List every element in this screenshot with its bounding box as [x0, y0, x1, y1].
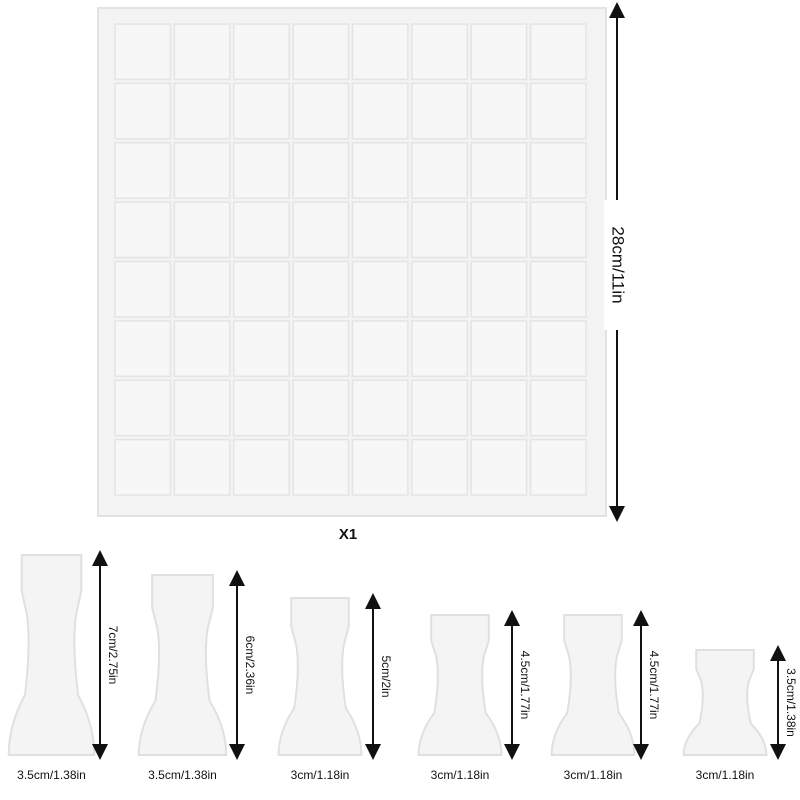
piece-height-label: 4.5cm/1.77in — [647, 651, 661, 720]
board-cell — [529, 23, 587, 81]
board-cell — [411, 379, 468, 437]
board-cell — [173, 82, 231, 140]
board-cell — [233, 379, 290, 437]
label-backdrop — [604, 200, 630, 330]
chess-piece-mold — [137, 574, 228, 756]
board-cell — [292, 438, 350, 496]
board-cell — [173, 142, 231, 199]
board-cell — [292, 82, 350, 140]
board-cell — [292, 260, 350, 318]
board-cell — [173, 260, 231, 318]
board-cell — [114, 438, 172, 496]
board-cell — [292, 142, 350, 199]
board-cell — [114, 142, 172, 199]
board-cell — [114, 260, 172, 318]
board-cell — [351, 438, 409, 496]
board-cell — [411, 260, 468, 318]
board-cell — [114, 201, 172, 259]
board-cell — [114, 23, 172, 81]
board-cell — [233, 23, 290, 81]
board-cell — [351, 82, 409, 140]
board-cell — [292, 379, 350, 437]
board-cell — [173, 201, 231, 259]
board-cell — [529, 142, 587, 199]
board-cell — [470, 379, 528, 437]
board-cell — [411, 142, 468, 199]
board-cell — [351, 379, 409, 437]
piece-width-label: 3.5cm/1.38in — [148, 768, 217, 782]
board-cell — [470, 23, 528, 81]
board-grid — [114, 23, 587, 496]
board-cell — [233, 260, 290, 318]
board-cell — [529, 201, 587, 259]
board-cell — [351, 142, 409, 199]
board-cell — [292, 201, 350, 259]
piece-width-label: 3cm/1.18in — [291, 768, 350, 782]
chess-piece-mold — [550, 614, 636, 756]
board-cell — [411, 23, 468, 81]
board-cell — [529, 438, 587, 496]
board-cell — [114, 379, 172, 437]
board-cell — [233, 142, 290, 199]
piece-width-label: 3.5cm/1.38in — [17, 768, 86, 782]
piece-height-label: 3.5cm/1.38in — [784, 668, 798, 737]
chess-piece-mold — [682, 649, 768, 756]
board-cell — [470, 82, 528, 140]
piece-height-label: 4.5cm/1.77in — [518, 651, 532, 720]
board-cell — [470, 320, 528, 377]
board-cell — [351, 23, 409, 81]
board-cell — [233, 320, 290, 377]
piece-width-label: 3cm/1.18in — [564, 768, 623, 782]
board-cell — [351, 260, 409, 318]
board-cell — [173, 438, 231, 496]
board-cell — [233, 438, 290, 496]
board-cell — [114, 82, 172, 140]
board-cell — [411, 438, 468, 496]
board-cell — [470, 142, 528, 199]
board-cell — [470, 438, 528, 496]
board-cell — [233, 201, 290, 259]
board-cell — [351, 201, 409, 259]
chess-piece-mold — [277, 597, 363, 756]
board-cell — [529, 260, 587, 318]
board-cell — [114, 320, 172, 377]
piece-width-label: 3cm/1.18in — [696, 768, 755, 782]
board-cell — [292, 320, 350, 377]
board-quantity: X1 — [339, 526, 357, 543]
piece-height-label: 6cm/2.36in — [243, 636, 257, 695]
piece-height-label: 7cm/2.75in — [106, 626, 120, 685]
board-cell — [529, 82, 587, 140]
piece-width-label: 3cm/1.18in — [431, 768, 490, 782]
piece-height-label: 5cm/2in — [379, 655, 393, 697]
board-cell — [470, 260, 528, 318]
board-cell — [173, 379, 231, 437]
board-cell — [173, 320, 231, 377]
board-size-label: 28cm/11in — [609, 226, 628, 303]
board-cell — [233, 82, 290, 140]
board-cell — [292, 23, 350, 81]
chess-piece-mold — [7, 554, 96, 756]
board-cell — [529, 379, 587, 437]
board-cell — [470, 201, 528, 259]
board-cell — [411, 320, 468, 377]
board-cell — [173, 23, 231, 81]
board-cell — [411, 82, 468, 140]
board-cell — [351, 320, 409, 377]
chess-piece-mold — [417, 614, 503, 756]
board-cell — [529, 320, 587, 377]
board-cell — [411, 201, 468, 259]
